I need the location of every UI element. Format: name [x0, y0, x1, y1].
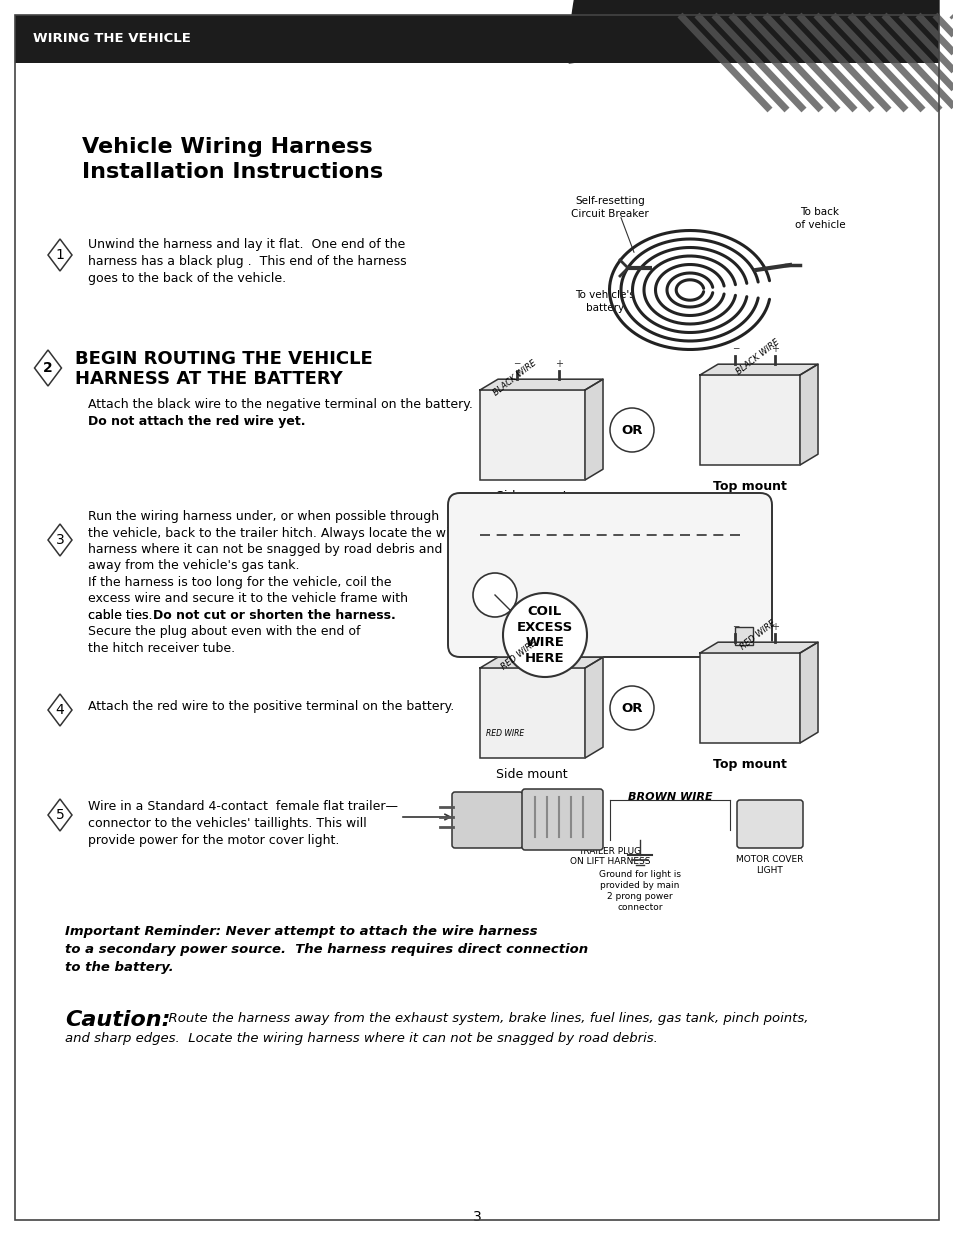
Text: OR: OR [620, 701, 642, 715]
Text: cable ties.: cable ties. [88, 609, 160, 622]
Text: harness where it can not be snagged by road debris and: harness where it can not be snagged by r… [88, 543, 442, 556]
Text: RED WIRE: RED WIRE [485, 729, 523, 737]
Text: RED WIRE: RED WIRE [499, 638, 537, 672]
Text: To vehicle's
battery: To vehicle's battery [575, 290, 634, 312]
Text: away from the vehicle's gas tank.: away from the vehicle's gas tank. [88, 559, 299, 573]
Polygon shape [568, 0, 938, 63]
Text: Ground for light is
provided by main
2 prong power
connector: Ground for light is provided by main 2 p… [598, 869, 680, 913]
Text: WIRING THE VEHICLE: WIRING THE VEHICLE [33, 32, 191, 46]
Circle shape [609, 408, 654, 452]
Polygon shape [584, 379, 602, 480]
Text: provide power for the motor cover light.: provide power for the motor cover light. [88, 834, 339, 847]
Text: Top mount: Top mount [712, 758, 786, 771]
Text: COIL
EXCESS
WIRE
HERE: COIL EXCESS WIRE HERE [517, 605, 573, 664]
Text: HARNESS AT THE BATTERY: HARNESS AT THE BATTERY [75, 370, 342, 388]
Text: +: + [555, 359, 562, 369]
Text: to a secondary power source.  The harness requires direct connection: to a secondary power source. The harness… [65, 944, 587, 956]
FancyBboxPatch shape [737, 800, 802, 848]
FancyBboxPatch shape [452, 792, 522, 848]
Text: Wire in a Standard 4-contact  female flat trailer—: Wire in a Standard 4-contact female flat… [88, 800, 397, 813]
Text: cable ties.: cable ties. [88, 609, 160, 622]
Bar [479, 390, 584, 480]
Text: 3: 3 [55, 534, 64, 547]
Polygon shape [479, 379, 602, 390]
Text: Route the harness away from the exhaust system, brake lines, fuel lines, gas tan: Route the harness away from the exhaust … [160, 1011, 807, 1025]
FancyBboxPatch shape [448, 493, 771, 657]
Text: connector to the vehicles' taillights. This will: connector to the vehicles' taillights. T… [88, 818, 366, 830]
Text: Do not cut or shorten the harness.: Do not cut or shorten the harness. [152, 609, 395, 622]
Text: 5: 5 [55, 808, 64, 823]
Text: BLACK WIRE: BLACK WIRE [734, 337, 781, 377]
Text: MOTOR COVER
LIGHT: MOTOR COVER LIGHT [736, 855, 802, 876]
Text: 4: 4 [55, 703, 64, 718]
Circle shape [502, 593, 586, 677]
Text: Unwind the harness and lay it flat.  One end of the: Unwind the harness and lay it flat. One … [88, 238, 405, 251]
Polygon shape [800, 364, 817, 466]
Bar [734, 627, 752, 645]
Text: ─: ─ [732, 624, 738, 632]
Circle shape [609, 685, 654, 730]
Text: Secure the plug about even with the end of: Secure the plug about even with the end … [88, 625, 360, 638]
Text: and sharp edges.  Locate the wiring harness where it can not be snagged by road : and sharp edges. Locate the wiring harne… [65, 1032, 658, 1045]
Text: the vehicle, back to the trailer hitch. Always locate the wiring: the vehicle, back to the trailer hitch. … [88, 526, 474, 540]
Text: Vehicle Wiring Harness: Vehicle Wiring Harness [82, 137, 373, 157]
Text: Side mount: Side mount [496, 490, 567, 503]
Bar [700, 375, 800, 466]
Text: +: + [771, 622, 779, 632]
Text: +: + [771, 345, 779, 354]
Text: Do not attach the red wire yet.: Do not attach the red wire yet. [88, 415, 305, 429]
Polygon shape [700, 642, 817, 653]
Text: To back
of vehicle: To back of vehicle [794, 207, 844, 230]
Polygon shape [584, 657, 602, 758]
Text: ─: ─ [732, 346, 738, 354]
Text: 3: 3 [472, 1210, 481, 1224]
Text: BROWN WIRE: BROWN WIRE [627, 792, 712, 802]
Text: RED WIRE: RED WIRE [738, 619, 777, 652]
Text: Run the wiring harness under, or when possible through: Run the wiring harness under, or when po… [88, 510, 438, 522]
Text: Important Reminder: Never attempt to attach the wire harness: Important Reminder: Never attempt to att… [65, 925, 537, 939]
Bar [479, 668, 584, 758]
Polygon shape [800, 642, 817, 743]
Text: goes to the back of the vehicle.: goes to the back of the vehicle. [88, 272, 286, 285]
Text: 2: 2 [43, 361, 52, 375]
Text: If the harness is too long for the vehicle, coil the: If the harness is too long for the vehic… [88, 576, 391, 589]
Text: BEGIN ROUTING THE VEHICLE: BEGIN ROUTING THE VEHICLE [75, 350, 373, 368]
Text: Attach the black wire to the negative terminal on the battery.: Attach the black wire to the negative te… [88, 398, 473, 411]
Circle shape [473, 573, 517, 618]
FancyBboxPatch shape [521, 789, 602, 850]
Text: ─: ─ [514, 361, 519, 369]
Text: TRAILER PLUG
ON LIFT HARNESS: TRAILER PLUG ON LIFT HARNESS [569, 847, 650, 867]
Text: Caution:: Caution: [65, 1010, 171, 1030]
Text: Top mount: Top mount [712, 480, 786, 493]
Text: ─: ─ [514, 638, 519, 647]
Bar [15, 15, 938, 63]
Text: OR: OR [620, 424, 642, 436]
Text: harness has a black plug .  This end of the harness: harness has a black plug . This end of t… [88, 254, 406, 268]
Text: excess wire and secure it to the vehicle frame with: excess wire and secure it to the vehicle… [88, 593, 408, 605]
Polygon shape [479, 657, 602, 668]
Text: the hitch receiver tube.: the hitch receiver tube. [88, 642, 234, 655]
Text: Attach the red wire to the positive terminal on the battery.: Attach the red wire to the positive term… [88, 700, 454, 713]
Text: to the battery.: to the battery. [65, 961, 173, 974]
Text: BLACK WIRE: BLACK WIRE [491, 358, 537, 398]
Polygon shape [700, 364, 817, 375]
Text: Side mount: Side mount [496, 768, 567, 781]
Text: Self-resetting
Circuit Breaker: Self-resetting Circuit Breaker [571, 196, 648, 219]
Bar [700, 653, 800, 743]
Text: Installation Instructions: Installation Instructions [82, 162, 383, 182]
Text: +: + [555, 637, 562, 647]
Text: 1: 1 [55, 248, 65, 262]
